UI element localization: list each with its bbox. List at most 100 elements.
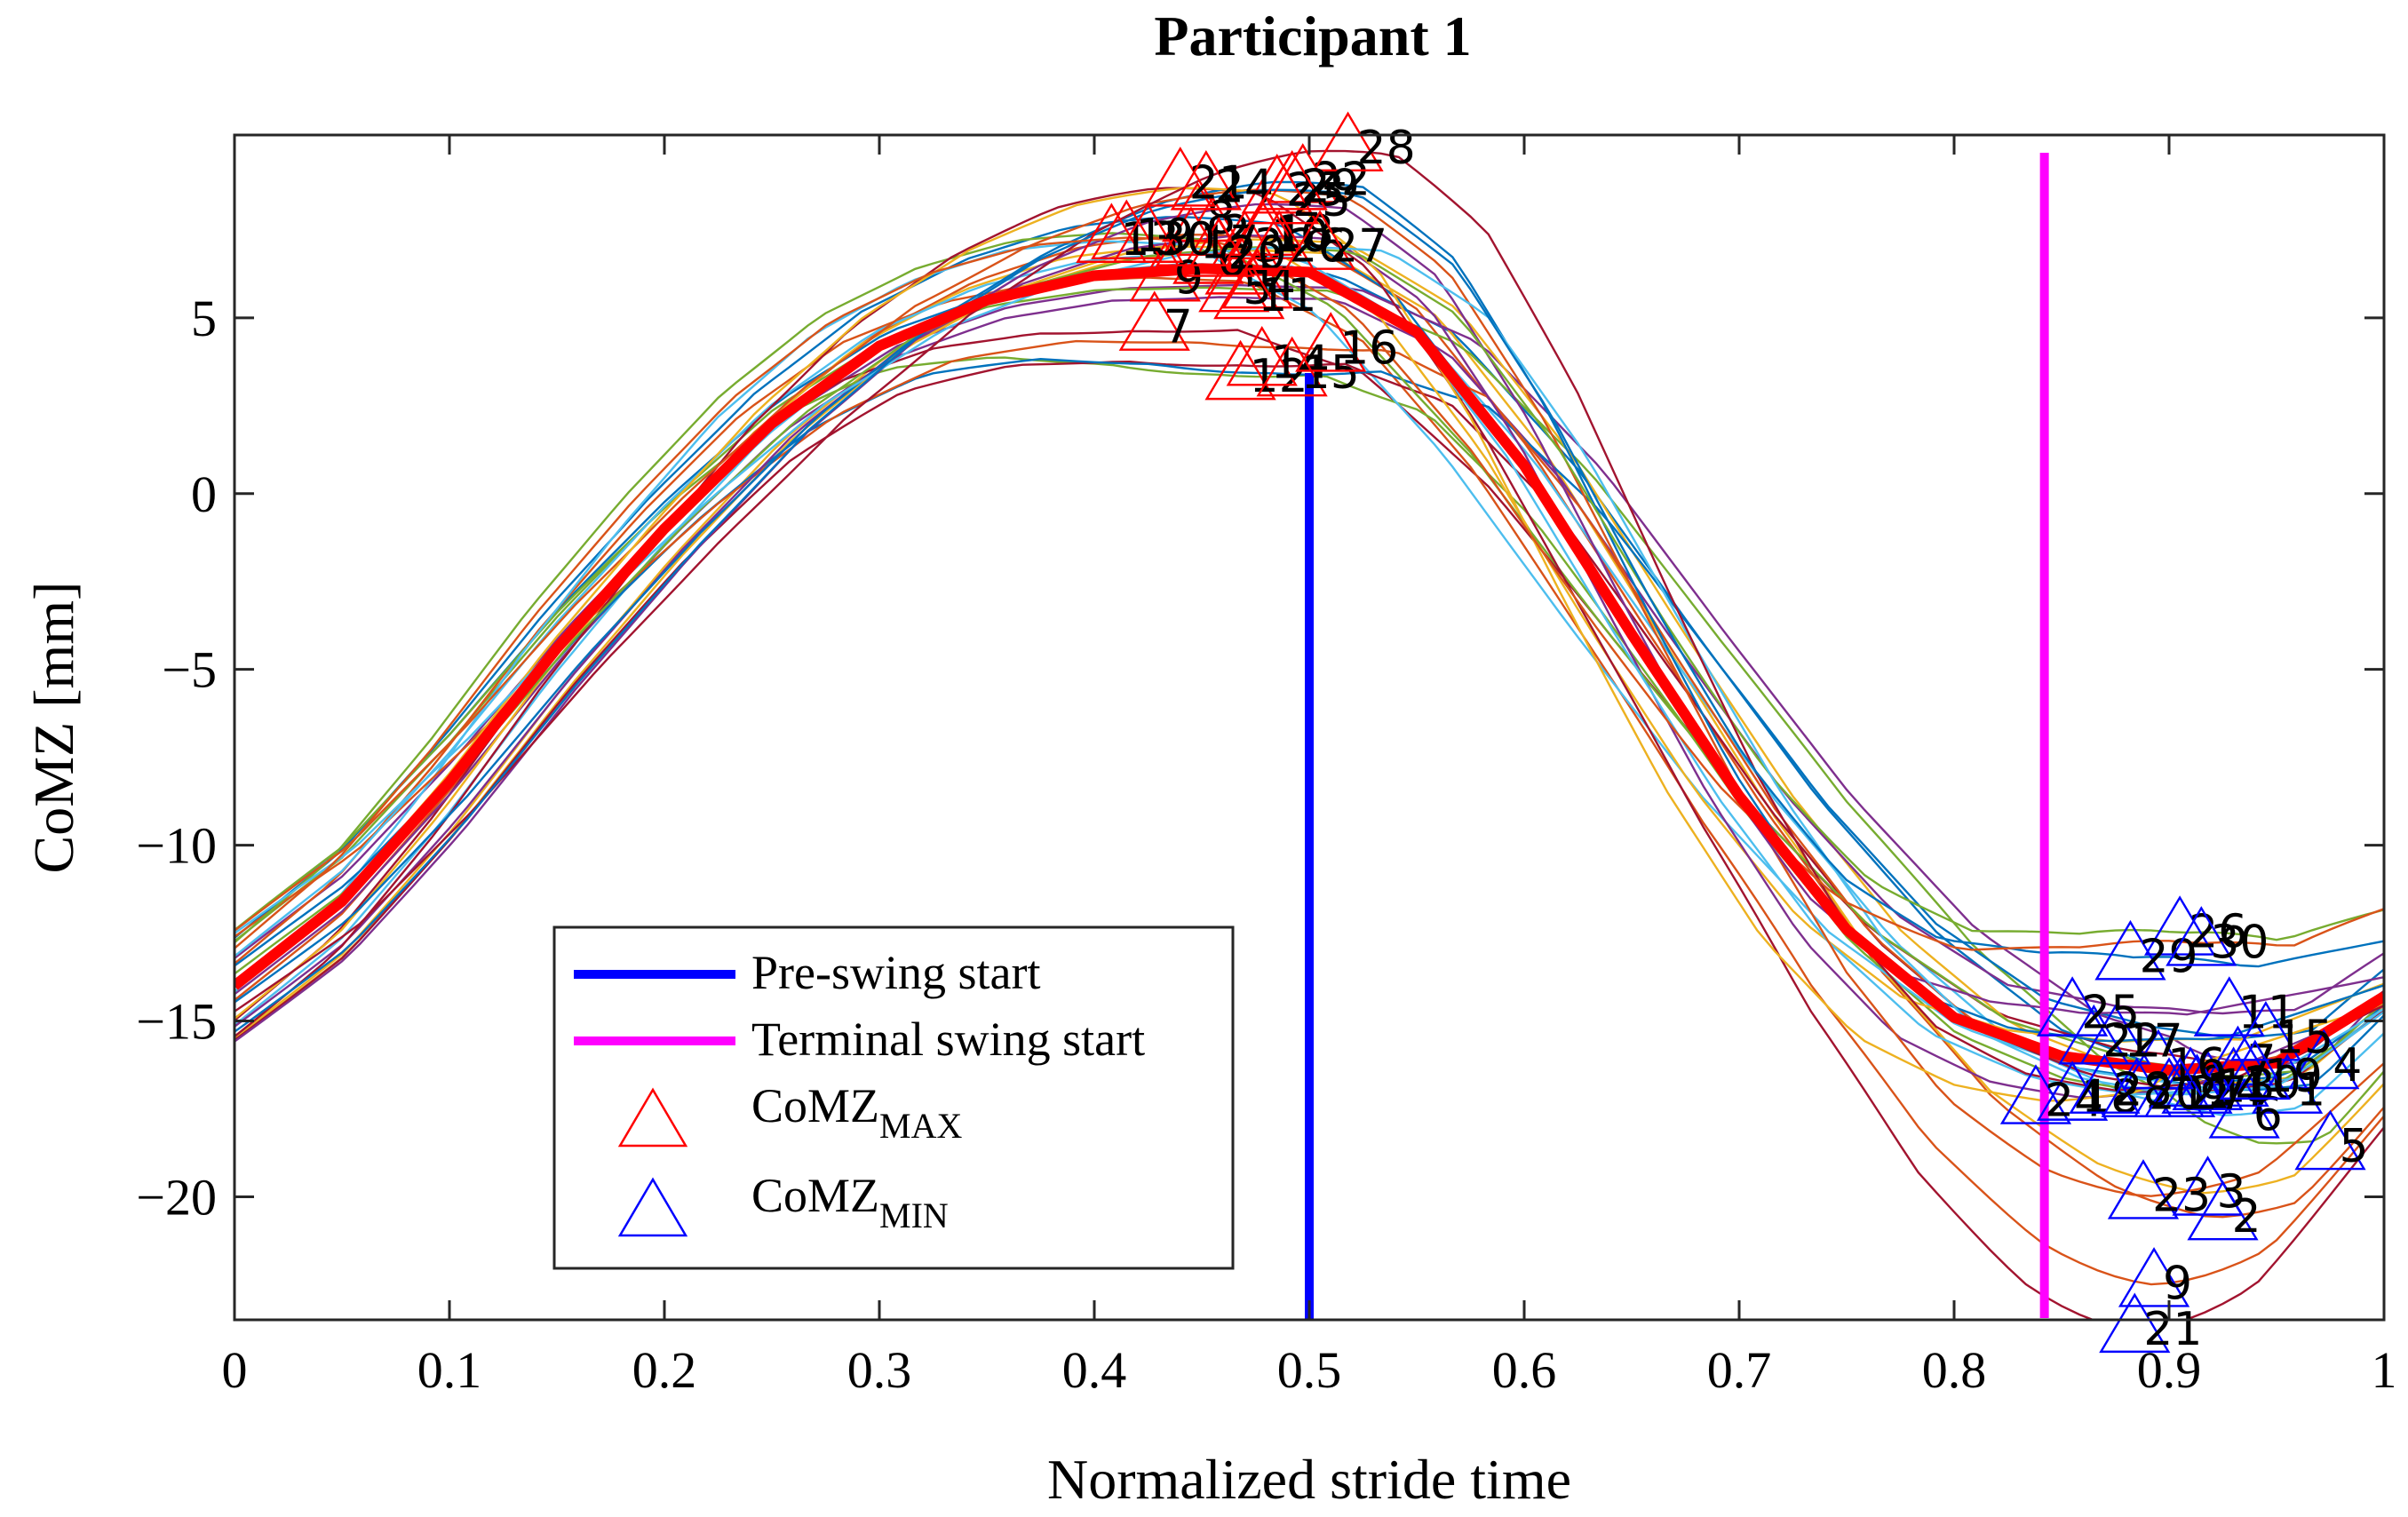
min-marker-triangle — [2094, 919, 2166, 981]
x-axis-label: Normalized stride time — [1047, 1448, 1571, 1511]
max-marker-triangle — [1230, 195, 1302, 257]
max-marker-triangle — [1144, 147, 1216, 207]
min-marker-triangle — [2143, 895, 2216, 956]
max-marker-triangle — [1183, 217, 1255, 277]
max-marker-triangle — [1267, 143, 1339, 203]
trial-curve — [234, 232, 2384, 1078]
trial-curve — [234, 296, 2384, 1015]
min-marker-triangle — [2197, 1046, 2269, 1107]
min-marker-label: 20 — [2146, 1068, 2205, 1121]
min-marker-label: 30 — [2210, 916, 2269, 969]
legend-terminal-label: Terminal swing start — [751, 1013, 1145, 1066]
x-tick-label: 0.8 — [1922, 1341, 1987, 1399]
min-marker-triangle — [2172, 1156, 2244, 1216]
legend-min-base: CoMZ — [751, 1169, 879, 1222]
min-marker-label: 22 — [2102, 1014, 2161, 1068]
max-marker-triangle — [1213, 258, 1285, 320]
chart-title: Participant 1 — [1154, 4, 1471, 68]
mean-curve-group — [234, 263, 2384, 1076]
max-marker-label: 27 — [1329, 220, 1387, 274]
max-marker-label: 24 — [1215, 160, 1274, 213]
min-marker-triangle — [1999, 1064, 2072, 1124]
max-marker-triangle — [1091, 199, 1163, 259]
max-marker-label: 11 — [1258, 269, 1316, 322]
max-marker-triangle — [1204, 339, 1276, 401]
legend-min-triangle-icon — [617, 1177, 688, 1237]
min-marker-triangle — [2166, 906, 2237, 966]
min-marker-triangle — [2193, 976, 2265, 1036]
trial-curve — [234, 246, 2384, 975]
min-marker-label: 28 — [2113, 1064, 2172, 1117]
max-marker-triangle — [1170, 150, 1242, 210]
legend-min-sub: MIN — [879, 1195, 949, 1235]
min-marker-triangle — [2069, 1053, 2141, 1114]
max-marker-label: 26 — [1288, 220, 1347, 274]
x-tick-label: 0 — [222, 1341, 248, 1399]
max-marker-triangle — [1312, 111, 1384, 172]
trial-curve — [234, 188, 2384, 1033]
max-marker-triangle — [1283, 210, 1356, 270]
min-marker-label: 23 — [2152, 1169, 2211, 1222]
min-marker-label: 2 — [2232, 1190, 2261, 1243]
min-marker-label: 1 — [2296, 1064, 2325, 1117]
trial-curve — [234, 236, 2384, 951]
max-marker-label: 4 — [1267, 258, 1296, 312]
min-marker-triangle — [2219, 1039, 2291, 1100]
min-marker-label: 15 — [2275, 1011, 2333, 1064]
max-marker-triangle — [1226, 325, 1298, 386]
min-marker-triangle — [2101, 1057, 2173, 1117]
x-tick-label: 0.2 — [632, 1341, 697, 1399]
x-tick-label: 0.9 — [2137, 1341, 2202, 1399]
trial-curve — [234, 203, 2384, 1043]
min-marker-triangle — [2294, 1109, 2366, 1171]
legend-min-label: CoMZMIN — [751, 1169, 949, 1235]
max-marker-label: 15 — [1301, 346, 1360, 400]
min-marker-triangle — [2036, 976, 2109, 1036]
max-marker-label: 20 — [1228, 227, 1286, 281]
y-tick-label: −5 — [162, 641, 217, 699]
min-marker-triangle — [2288, 1029, 2360, 1090]
y-tick-label: −10 — [136, 817, 217, 875]
y-axis-label: CoMZ [mm] — [22, 582, 85, 874]
max-marker-label: 5 — [1243, 262, 1272, 315]
min-marker-label: 5 — [2340, 1120, 2369, 1173]
max-marker-triangle — [1295, 312, 1367, 372]
y-tick-label: 5 — [191, 290, 217, 347]
max-marker-label: 7 — [1164, 301, 1193, 354]
max-marker-triangle — [1162, 181, 1234, 242]
max-marker-label: 9 — [1174, 251, 1204, 305]
max-marker-triangle — [1129, 241, 1201, 302]
x-tick-label: 0.7 — [1707, 1341, 1772, 1399]
min-marker-triangle — [2202, 1025, 2274, 1086]
min-marker-label: 19 — [2264, 1050, 2323, 1103]
legend: Pre-swing start Terminal swing start CoM… — [552, 925, 1235, 1270]
trial-curve — [234, 286, 2384, 1145]
min-marker-label: 3 — [2217, 1165, 2246, 1219]
min-marker-label: 24 — [2045, 1075, 2103, 1128]
x-tick-label: 0.3 — [847, 1341, 912, 1399]
min-marker-triangle — [2122, 1029, 2195, 1090]
trial-curve — [234, 276, 2384, 1286]
legend-max-label: CoMZMAX — [751, 1079, 962, 1146]
x-tick-label: 0.6 — [1492, 1341, 1557, 1399]
trial-curve — [234, 234, 2384, 1099]
max-marker-label: 28 — [1357, 122, 1416, 175]
min-marker-label: 14 — [2205, 1064, 2264, 1117]
min-marker-triangle — [2107, 1159, 2180, 1219]
max-marker-triangle — [1176, 195, 1249, 257]
y-tick-label: 0 — [191, 465, 217, 523]
y-tick-label: −15 — [136, 993, 217, 1051]
min-marker-triangle — [2143, 1057, 2216, 1117]
max-marker-triangle — [1172, 224, 1244, 284]
x-tick-label: 1 — [2372, 1341, 2397, 1399]
trial-curve — [234, 188, 2384, 1197]
max-marker-triangle — [1226, 199, 1298, 259]
min-marker-triangle — [2161, 1053, 2233, 1114]
min-marker-label: 6 — [2253, 1088, 2283, 1141]
y-tick-label: −20 — [136, 1168, 217, 1226]
min-marker-triangle — [2118, 1247, 2190, 1307]
max-marker-triangle — [1256, 336, 1328, 397]
min-marker-triangle — [2036, 1060, 2109, 1121]
max-marker-triangle — [1112, 203, 1184, 263]
